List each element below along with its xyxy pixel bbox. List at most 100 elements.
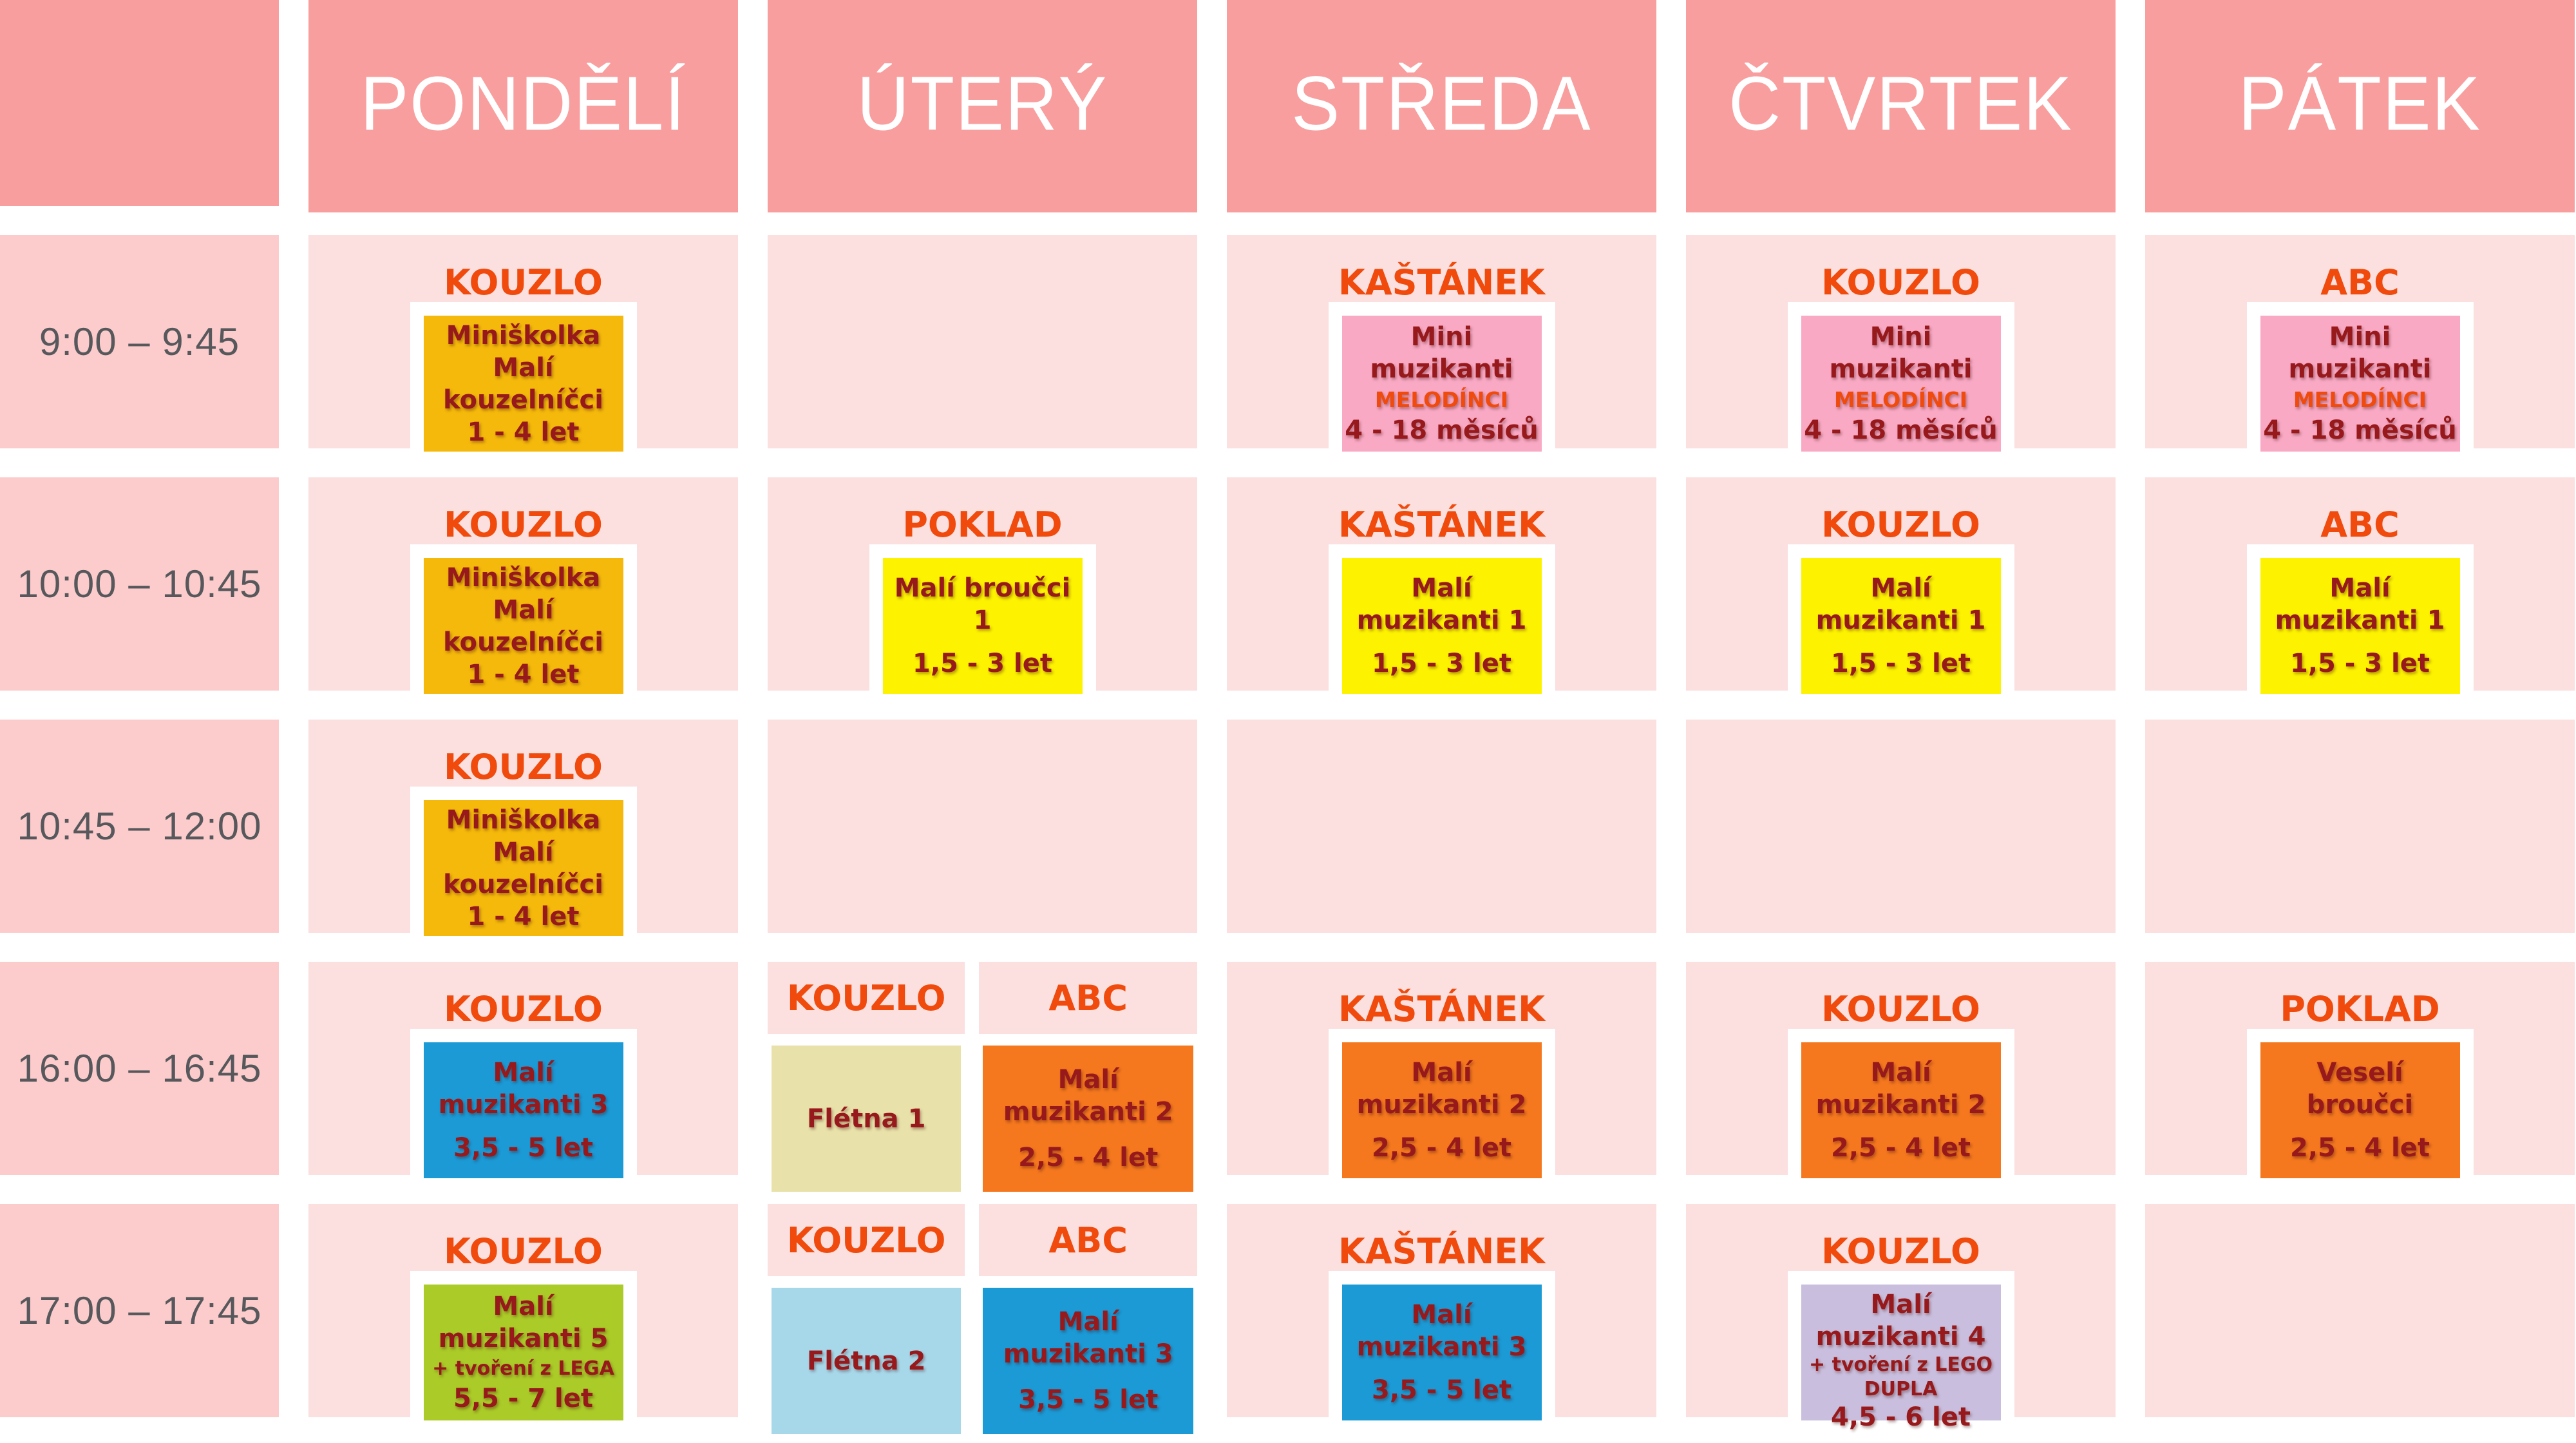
venue-label: KOUZLO [444, 747, 603, 787]
schedule-cell-empty [768, 235, 1197, 448]
card-frame: Malí muzikanti 4 + tvoření z LEGO DUPLA 4,… [1787, 1271, 2014, 1434]
schedule-subcell: ABC Malí muzikanti 3 3,5 - 5 let [979, 1204, 1197, 1434]
schedule-subcell: KOUZLO Flétna 2 [768, 1204, 965, 1434]
schedule-cell-split: KOUZLO Flétna 1 ABC Malí muzikanti 2 2,5 - 4… [768, 962, 1197, 1192]
card-line: Malí muzikanti 4 [1815, 1290, 1986, 1352]
card-line: Malí muzikanti 2 [1356, 1058, 1527, 1120]
venue-label: KOUZLO [1821, 262, 1980, 303]
schedule-cell: KOUZLO Malí muzikanti 3 3,5 - 5 let [308, 962, 738, 1192]
schedule-cell: KAŠTÁNEK Malí muzikanti 1 1,5 - 3 let [1227, 477, 1656, 707]
card-line: 1,5 - 3 let [1830, 648, 1971, 678]
card-frame: Malí muzikanti 1 1,5 - 3 let [1328, 544, 1555, 707]
day-header-ctvrtek: ČTVRTEK [1686, 0, 2116, 213]
card-line: 1 - 4 let [467, 417, 580, 447]
schedule-cell: KAŠTÁNEK Malí muzikanti 3 3,5 - 5 let [1227, 1204, 1656, 1434]
card-line: Malí muzikanti 3 [1003, 1306, 1173, 1369]
card-frame: Malí muzikanti 3 3,5 - 5 let [410, 1029, 637, 1192]
card-line: 1,5 - 3 let [2289, 648, 2430, 678]
card-line: 3,5 - 5 let [1018, 1385, 1159, 1415]
schedule-cell-split: KOUZLO Flétna 2 ABC Malí muzikanti 3 3,5 - 5… [768, 1204, 1197, 1434]
day-header-utery: ÚTERÝ [768, 0, 1197, 213]
subcell-header: KOUZLO [768, 962, 965, 1034]
schedule-cell-empty [2145, 1204, 2575, 1417]
card-frame: Malí muzikanti 1 1,5 - 3 let [2246, 544, 2474, 707]
card-line: 2,5 - 4 let [1830, 1132, 1971, 1163]
class-card: Malí broučci 1 1,5 - 3 let [882, 558, 1083, 694]
venue-label: KOUZLO [786, 1219, 946, 1261]
venue-label: KOUZLO [444, 504, 603, 545]
venue-label: KOUZLO [444, 989, 603, 1029]
card-frame: Miniškolka Malí kouzelníčci 1 - 4 let [410, 787, 637, 950]
class-card: Veselí broučci 2,5 - 4 let [2260, 1042, 2460, 1178]
class-card: Malí muzikanti 1 1,5 - 3 let [1341, 558, 1542, 694]
card-frame: Veselí broučci 2,5 - 4 let [2246, 1029, 2474, 1192]
class-card: Flétna 1 [772, 1046, 961, 1192]
card-line: 4 - 18 měsíců [1345, 416, 1539, 446]
card-line: Flétna 2 [806, 1346, 926, 1376]
schedule-cell-empty [768, 720, 1197, 933]
card-line: Miniškolka [446, 563, 601, 593]
subcell-header: ABC [979, 962, 1197, 1034]
time-slot-label: 10:45 – 12:00 [0, 720, 279, 933]
schedule-cell: POKLAD Malí broučci 1 1,5 - 3 let [768, 477, 1197, 707]
class-card: Malí muzikanti 1 1,5 - 3 let [1801, 558, 2001, 694]
card-frame: Malí muzikanti 3 3,5 - 5 let [1328, 1271, 1555, 1434]
card-line: MELODÍNCI [1374, 387, 1509, 412]
schedule-cell: KOUZLO Malí muzikanti 1 1,5 - 3 let [1686, 477, 2116, 707]
venue-label: KOUZLO [1821, 504, 1980, 545]
corner-cell [0, 0, 279, 206]
schedule-cell: KOUZLO Miniškolka Malí kouzelníčci 1 - 4 le… [308, 235, 738, 465]
class-card: Malí muzikanti 5 + tvoření z LEGA 5,5 - 7 … [423, 1285, 623, 1420]
card-line: + tvoření z LEGO DUPLA [1809, 1353, 1993, 1400]
schedule-cell: ABC Mini muzikanti MELODÍNCI 4 - 18 měsíců [2145, 235, 2575, 465]
class-card: Malí muzikanti 1 1,5 - 3 let [2260, 558, 2460, 694]
day-header-patek: PÁTEK [2145, 0, 2575, 213]
card-line: Malí muzikanti 5 [438, 1291, 609, 1353]
card-line: 4,5 - 6 let [1830, 1402, 1971, 1432]
card-line: Malí muzikanti 1 [1356, 573, 1527, 636]
card-line: 2,5 - 4 let [1018, 1143, 1159, 1173]
card-line: Malí kouzelníčci [443, 353, 603, 415]
schedule-subcell: ABC Malí muzikanti 2 2,5 - 4 let [979, 962, 1197, 1192]
card-line: 3,5 - 5 let [453, 1132, 594, 1163]
venue-label: ABC [2320, 504, 2400, 545]
card-line: 2,5 - 4 let [1371, 1132, 1512, 1163]
card-line: 2,5 - 4 let [2289, 1132, 2430, 1163]
venue-label: KAŠTÁNEK [1338, 989, 1545, 1029]
schedule-cell: KOUZLO Mini muzikanti MELODÍNCI 4 - 18 měsí… [1686, 235, 2116, 465]
card-line: Flétna 1 [806, 1104, 926, 1134]
card-frame: Mini muzikanti MELODÍNCI 4 - 18 měsíců [1787, 302, 2014, 465]
card-line: Malí broučci 1 [894, 573, 1071, 636]
day-header-pondeli: PONDĚLÍ [308, 0, 738, 213]
class-card: Miniškolka Malí kouzelníčci 1 - 4 let [423, 800, 623, 936]
day-header-streda: STŘEDA [1227, 0, 1656, 213]
schedule-cell: KAŠTÁNEK Malí muzikanti 2 2,5 - 4 let [1227, 962, 1656, 1192]
card-frame: Malí broučci 1 1,5 - 3 let [869, 544, 1096, 707]
venue-label: KAŠTÁNEK [1338, 504, 1545, 545]
time-slot-label: 9:00 – 9:45 [0, 235, 279, 448]
class-card: Flétna 2 [772, 1288, 961, 1434]
card-frame: Mini muzikanti MELODÍNCI 4 - 18 měsíců [1328, 302, 1555, 465]
venue-label: ABC [1048, 977, 1128, 1018]
card-line: Malí muzikanti 1 [1815, 573, 1986, 636]
schedule-cell: KOUZLO Malí muzikanti 4 + tvoření z LEGO D… [1686, 1204, 2116, 1434]
class-card: Malí muzikanti 2 2,5 - 4 let [983, 1046, 1193, 1192]
card-frame: Miniškolka Malí kouzelníčci 1 - 4 let [410, 544, 637, 707]
schedule-cell: KOUZLO Miniškolka Malí kouzelníčci 1 - 4 le… [308, 720, 738, 950]
class-card: Malí muzikanti 3 3,5 - 5 let [1341, 1285, 1542, 1420]
class-card: Malí muzikanti 3 3,5 - 5 let [983, 1288, 1193, 1434]
schedule-cell-empty [1686, 720, 2116, 933]
card-line: Malí kouzelníčci [443, 837, 603, 899]
class-card: Malí muzikanti 3 3,5 - 5 let [423, 1042, 623, 1178]
card-frame: Malí muzikanti 2 2,5 - 4 let [1328, 1029, 1555, 1192]
schedule-cell: POKLAD Veselí broučci 2,5 - 4 let [2145, 962, 2575, 1192]
card-line: Miniškolka [446, 805, 601, 835]
card-line: Mini muzikanti [2288, 321, 2432, 384]
card-line: Veselí broučci [2306, 1058, 2414, 1120]
card-line: MELODÍNCI [2293, 387, 2427, 412]
class-card: Mini muzikanti MELODÍNCI 4 - 18 měsíců [1801, 316, 2001, 452]
card-line: Mini muzikanti [1829, 321, 1973, 384]
venue-label: ABC [1048, 1219, 1128, 1261]
schedule-subcell: KOUZLO Flétna 1 [768, 962, 965, 1192]
card-line: 3,5 - 5 let [1371, 1375, 1512, 1405]
